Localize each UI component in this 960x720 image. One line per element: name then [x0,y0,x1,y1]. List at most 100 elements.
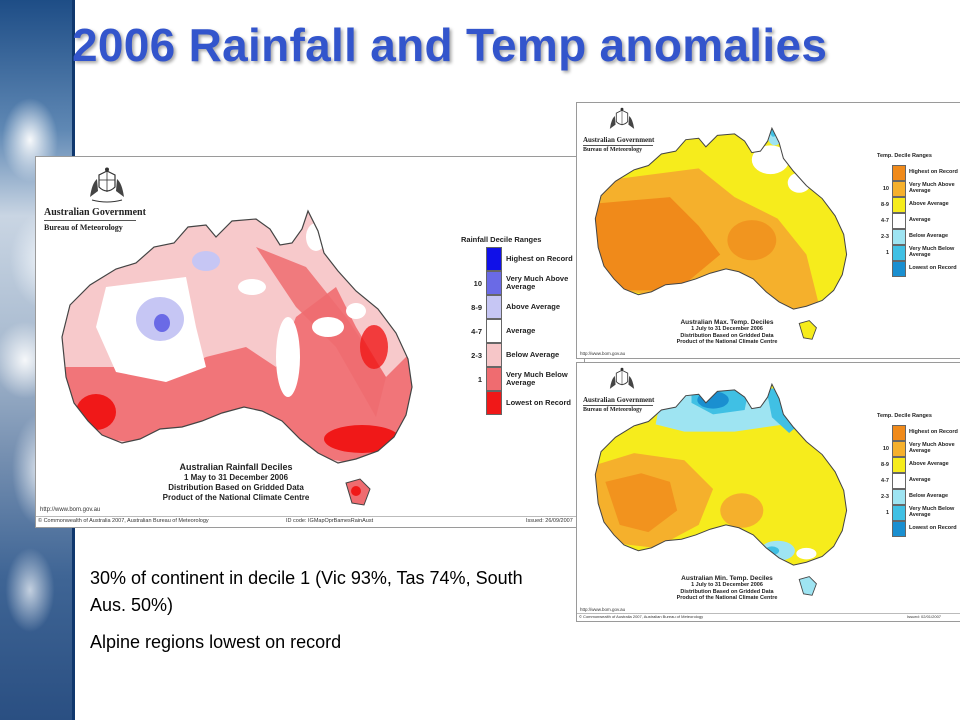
legend-swatch [892,165,906,181]
footer-issued: Issued: 02/01/2007 [907,614,942,619]
legend-swatch [892,489,906,505]
gov-rule [44,220,136,221]
map-caption: Australian Min. Temp. Deciles 1 July to … [647,575,807,601]
legend-decile: 8-9 [881,462,889,468]
legend-decile: 8-9 [471,302,482,312]
bureau-name: Bureau of Meteorology [583,407,643,413]
legend-swatch [486,295,502,319]
legend-swatch [892,213,906,229]
caption-product: Product of the National Climate Centre [676,339,778,346]
legend-label: Below Average [909,493,949,500]
legend-swatch [892,473,906,489]
rainfall-map-graphic [61,210,413,506]
legend-decile: 8-9 [881,202,889,208]
coat-of-arms-logo [90,167,124,203]
legend-swatch [486,247,502,271]
gov-name: Australian Government [583,396,655,404]
legend-item: Lowest on Record [875,261,959,277]
legend-swatch [486,271,502,295]
legend-label: Average [909,477,931,484]
map-footer: © Commonwealth of Australia 2007, Austra… [36,516,584,527]
caption-title: Australian Max. Temp. Deciles [680,319,774,326]
min-temp-deciles-map: Australian Government Bureau of Meteorol… [576,362,960,622]
legend-item: 8-9 Above Average [456,295,576,319]
coat-of-arms-logo [609,367,635,389]
legend-decile: 4-7 [881,478,889,484]
legend-label: Lowest on Record [506,398,572,408]
legend-title: Rainfall Decile Ranges [461,235,542,244]
legend-item: 8-9 Above Average [875,197,959,213]
legend-label: Above Average [909,201,949,208]
min-temp-map-graphic [594,383,848,596]
legend-label: Average [506,326,536,336]
legend-label: Lowest on Record [909,265,957,272]
legend-title: Temp. Decile Ranges [877,153,932,159]
legend-item: 10 Very Much Above Average [875,181,959,197]
legend-swatch [892,425,906,441]
legend-swatch [892,229,906,245]
bom-url: http://www.bom.gov.au [40,507,101,513]
caption-period: 1 May to 31 December 2006 [183,473,289,483]
legend-label: Very Much Below Average [909,506,955,518]
max-temp-deciles-map: Australian Government Bureau of Meteorol… [576,102,960,359]
slide-notes: 30% of continent in decile 1 (Vic 93%, T… [90,565,560,666]
note-decile-stats: 30% of continent in decile 1 (Vic 93%, T… [90,568,523,615]
legend-item: 1 Very Much Below Average [456,367,576,391]
legend-swatch [892,521,906,537]
legend-item: 2-3 Below Average [456,343,576,367]
legend-label: Very Much Below Average [909,246,955,258]
caption-distribution: Distribution Based on Gridded Data [680,332,774,339]
legend-swatch [892,505,906,521]
footer-id: ID code: IGMapOprBamesRainAust [286,518,374,524]
legend-decile: 4-7 [471,326,482,336]
bom-url: http://www.bom.gov.au [580,607,626,612]
legend-decile: 10 [882,186,889,192]
legend-item: 4-7 Average [875,473,959,489]
legend-label: Very Much Above Average [909,442,955,454]
caption-product: Product of the National Climate Centre [676,595,778,602]
map-footer: © Commonwealth of Australia 2007, Austra… [577,613,960,621]
caption-title: Australian Rainfall Deciles [179,462,293,472]
caption-title: Australian Min. Temp. Deciles [681,575,773,582]
legend-item: 8-9 Above Average [875,457,959,473]
legend-label: Very Much Above Average [909,182,955,194]
caption-distribution: Distribution Based on Gridded Data [680,588,774,595]
legend-item: Lowest on Record [456,391,576,415]
legend-item: 4-7 Average [456,319,576,343]
legend-swatch [892,197,906,213]
legend-item: Highest on Record [875,165,959,181]
caption-period: 1 July to 31 December 2006 [691,326,763,333]
map-caption: Australian Rainfall Deciles 1 May to 31 … [136,462,336,503]
gov-name: Australian Government [583,136,655,144]
legend-label: Above Average [506,302,561,312]
legend-swatch [486,319,502,343]
bom-url: http://www.bom.gov.au [580,351,626,356]
caption-distribution: Distribution Based on Gridded Data [168,483,304,493]
legend-label: Very Much Below Average [506,370,568,387]
legend-item: Lowest on Record [875,521,959,537]
legend-label: Above Average [909,461,949,468]
legend-decile: 10 [473,278,482,288]
legend-item: 10 Very Much Above Average [456,271,576,295]
bureau-name: Bureau of Meteorology [583,147,643,153]
legend-swatch [486,343,502,367]
footer-copyright: © Commonwealth of Australia 2007, Austra… [38,518,209,524]
legend-label: Below Average [909,233,949,240]
legend-decile: 1 [477,374,482,384]
legend-label: Below Average [506,350,560,360]
legend-swatch [892,245,906,261]
legend-decile: 2-3 [881,234,889,240]
legend-title: Temp. Decile Ranges [877,413,932,419]
legend-item: Highest on Record [875,425,959,441]
legend-swatch [892,441,906,457]
legend-label: Average [909,217,931,224]
legend-item: Highest on Record [456,247,576,271]
footer-issued: Issued: 26/09/2007 [526,518,573,524]
legend-swatch [486,391,502,415]
gov-rule [583,405,653,406]
gov-name: Australian Government [44,207,146,218]
legend-item: 4-7 Average [875,213,959,229]
legend-decile: 10 [882,446,889,452]
coat-of-arms-logo [609,107,635,129]
legend-label: Highest on Record [506,254,573,264]
